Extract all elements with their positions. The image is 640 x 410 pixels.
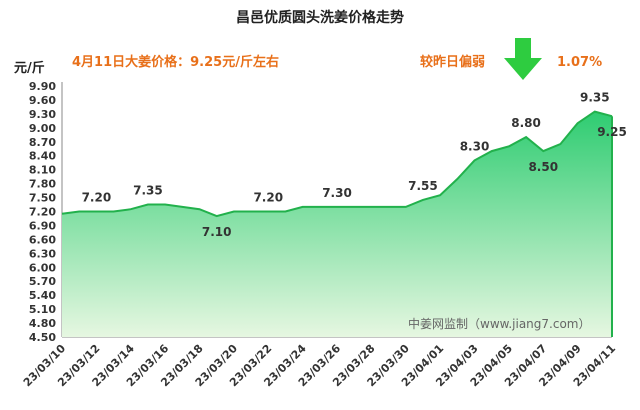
data-labels: 7.20 7.35 7.10 7.20 7.30 7.55 8.30 8.80 8.50 9.35…	[82, 91, 627, 240]
y-tick-label: 5.40	[29, 289, 56, 302]
y-tick-label: 8.10	[29, 164, 56, 177]
change-value: 1.07%	[557, 55, 602, 70]
plot-area	[61, 110, 613, 337]
data-label: 8.30	[460, 139, 490, 153]
data-label: 9.25	[597, 125, 627, 139]
data-label: 7.20	[82, 191, 112, 205]
data-label: 7.20	[253, 191, 283, 205]
y-tick-label: 4.50	[29, 331, 56, 344]
y-tick-label: 6.00	[29, 261, 56, 274]
down-arrow-icon	[504, 38, 542, 80]
price-line	[61, 110, 613, 218]
y-tick-label: 7.20	[29, 206, 56, 219]
y-tick-label: 5.10	[29, 303, 56, 316]
y-tick-label: 8.40	[29, 150, 56, 163]
y-axis: 9.909.609.309.008.708.408.107.807.507.20…	[29, 80, 63, 344]
y-tick-label: 9.00	[29, 122, 56, 135]
price-note: 4月11日大姜价格：9.25元/斤左右	[72, 54, 279, 70]
chart-title: 昌邑优质圆头洗姜价格走势	[236, 9, 404, 26]
y-tick-label: 6.60	[29, 233, 56, 246]
data-label: 7.10	[202, 225, 232, 239]
y-tick-label: 6.90	[29, 219, 56, 232]
y-tick-label: 6.30	[29, 247, 56, 260]
change-label: 较昨日偏弱	[420, 54, 485, 70]
y-axis-unit: 元/斤	[14, 60, 45, 76]
y-tick-label: 9.60	[29, 94, 56, 107]
y-tick-label: 9.90	[29, 80, 56, 93]
data-label: 7.30	[322, 186, 352, 200]
x-axis: 23/03/1023/03/1223/03/1423/03/1623/03/18…	[21, 336, 618, 389]
watermark: 中姜网监制（www.jiang7.com）	[408, 316, 590, 331]
data-label: 7.35	[133, 184, 163, 198]
price-area	[62, 111, 612, 337]
y-tick-label: 8.70	[29, 136, 56, 149]
y-tick-label: 7.80	[29, 178, 56, 191]
y-tick-label: 7.50	[29, 192, 56, 205]
y-tick-label: 5.70	[29, 275, 56, 288]
data-label: 7.55	[408, 179, 438, 193]
data-label: 8.50	[528, 160, 558, 174]
data-label: 8.80	[511, 116, 541, 130]
data-label: 9.35	[580, 91, 610, 105]
y-tick-label: 9.30	[29, 108, 56, 121]
y-tick-label: 4.80	[29, 317, 56, 330]
